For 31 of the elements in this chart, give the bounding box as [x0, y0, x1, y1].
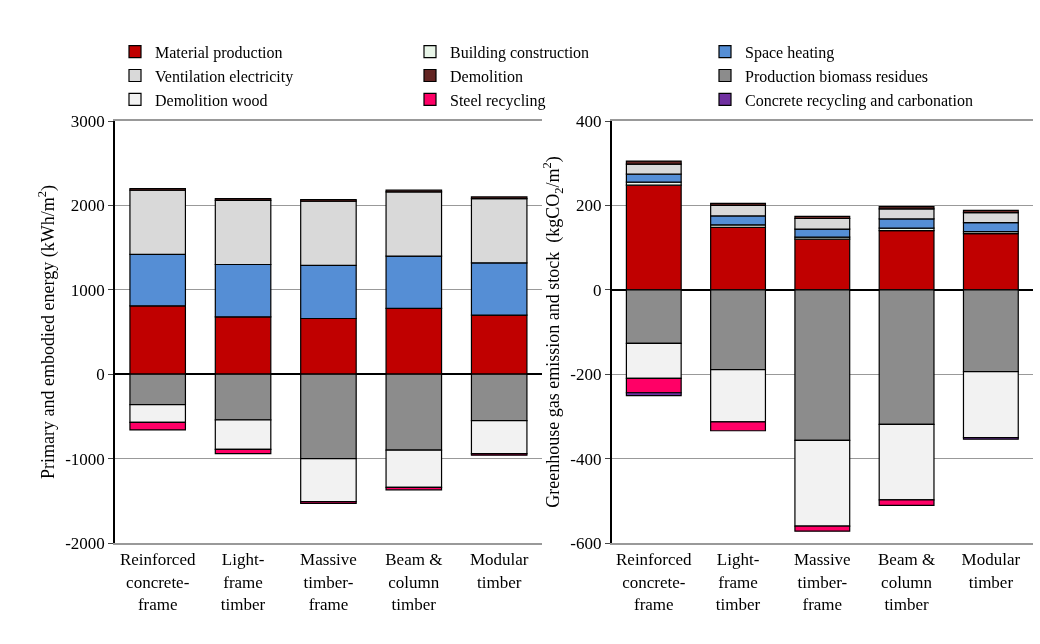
x-tick-label: Light- frame timber: [715, 550, 761, 614]
y-tick-label: 2000: [70, 196, 105, 216]
x-tick-label: Modular timber: [469, 550, 529, 592]
legend-label: Concrete recycling and carbonation: [745, 91, 973, 110]
x-tick-label: Massive timber- frame: [300, 550, 357, 614]
y-tick-label: 1000: [70, 280, 105, 300]
x-tick-label: Modular timber: [961, 550, 1021, 592]
legend-label: Demolition wood: [155, 91, 268, 109]
y-tick-label: -2000: [65, 533, 105, 553]
legend-label: Production biomass residues: [745, 67, 929, 85]
x-tick-label: Light- frame timber: [220, 550, 266, 614]
x-tick-label: Beam & column timber: [385, 550, 443, 614]
legend-label: Steel recycling: [450, 91, 546, 110]
y-tick-label: -1000: [65, 449, 105, 469]
y-tick-label: -600: [570, 533, 602, 553]
legend-label: Material production: [155, 43, 283, 62]
legend-label: Space heating: [745, 43, 835, 62]
y-tick-label: 3000: [70, 111, 105, 131]
x-tick-label: Beam & column timber: [878, 550, 936, 614]
x-tick-label: Massive timber- frame: [793, 550, 851, 614]
y-tick-label: -400: [570, 449, 602, 469]
legend-label: Building construction: [450, 43, 590, 62]
y-tick-label: 400: [575, 111, 602, 131]
legend-label: Ventilation electricity: [155, 67, 294, 86]
y-tick-label: 0: [96, 365, 105, 385]
y-tick-label: 0: [592, 280, 602, 300]
legend-label: Demolition: [450, 67, 523, 85]
x-tick-label: Reinforced concrete- frame: [119, 550, 196, 614]
x-tick-label: Reinforced concrete- frame: [616, 550, 693, 614]
y-tick-label: -200: [570, 365, 602, 385]
y-tick-label: 200: [575, 196, 602, 216]
